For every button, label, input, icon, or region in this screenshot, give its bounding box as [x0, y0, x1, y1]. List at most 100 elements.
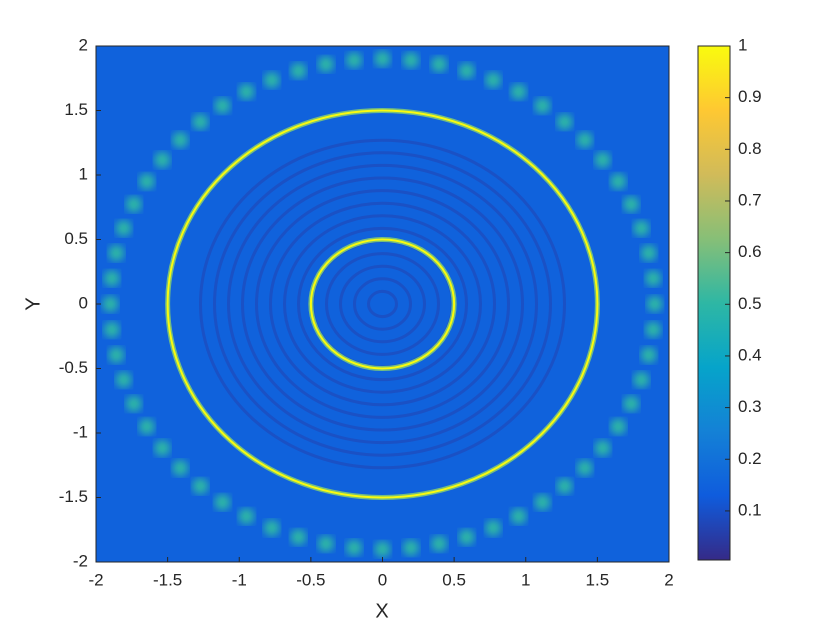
spot	[103, 321, 120, 338]
spot	[346, 52, 363, 69]
spot	[610, 418, 627, 435]
y-tick-label: 2	[79, 35, 88, 54]
heatmap-background	[96, 46, 669, 562]
spot	[645, 270, 662, 287]
spot	[534, 494, 551, 511]
ring	[309, 238, 456, 370]
x-tick-label: 2	[664, 570, 673, 589]
spot	[263, 519, 280, 536]
spot	[633, 371, 650, 388]
colorbar	[697, 45, 731, 561]
spot	[485, 519, 502, 536]
spot	[431, 535, 448, 552]
ring	[166, 109, 599, 499]
ripple	[283, 214, 482, 394]
y-tick-label: 0.5	[64, 229, 88, 248]
x-tick-label: -1.5	[153, 570, 182, 589]
colorbar-tick-label: 1	[738, 35, 747, 54]
spot	[610, 173, 627, 190]
spot	[374, 541, 391, 558]
spot	[238, 508, 255, 525]
spot	[125, 196, 142, 213]
spot	[214, 97, 231, 114]
y-tick-label: 1.5	[64, 100, 88, 119]
x-axis-label: X	[375, 600, 388, 622]
spot	[172, 131, 189, 148]
spot	[214, 494, 231, 511]
ripple	[367, 289, 398, 319]
x-tick-label: -0.5	[296, 570, 325, 589]
spot	[290, 62, 307, 79]
spot	[290, 529, 307, 546]
ripple	[269, 201, 496, 407]
spot	[154, 151, 171, 168]
spot	[510, 83, 527, 100]
spot	[172, 460, 189, 477]
spot	[115, 220, 132, 237]
spot	[458, 529, 475, 546]
spot	[576, 460, 593, 477]
colorbar-tick-label: 0.2	[738, 449, 762, 468]
spot	[192, 478, 209, 495]
colorbar-tick-label: 0.8	[738, 139, 762, 158]
x-tick-label: 0.5	[442, 570, 466, 589]
spot	[556, 478, 573, 495]
y-tick-label: -0.5	[59, 358, 88, 377]
spot	[125, 395, 142, 412]
y-tick-label: 0	[79, 293, 88, 312]
spot	[458, 62, 475, 79]
spot	[431, 56, 448, 73]
spot	[108, 346, 125, 363]
spot	[138, 173, 155, 190]
ripple	[353, 277, 412, 331]
ripple	[339, 264, 426, 344]
spot	[192, 113, 209, 130]
y-axis-label: Y	[22, 297, 44, 310]
spot	[402, 52, 419, 69]
spot	[238, 83, 255, 100]
spot	[374, 50, 391, 67]
spot	[346, 539, 363, 556]
colorbar-tick-label: 0.6	[738, 242, 762, 261]
spot	[317, 56, 334, 73]
ripple	[325, 252, 440, 356]
ripple	[255, 189, 510, 419]
spot	[534, 97, 551, 114]
spot	[510, 508, 527, 525]
spot	[594, 440, 611, 457]
spot	[154, 440, 171, 457]
colorbar-tick-label: 0.1	[738, 500, 762, 519]
spot	[640, 346, 657, 363]
spot	[103, 270, 120, 287]
spot	[102, 296, 119, 312]
x-tick-label: -1	[232, 570, 247, 589]
spot	[263, 72, 280, 89]
ripple	[227, 163, 538, 445]
spot	[594, 151, 611, 168]
spot	[402, 539, 419, 556]
ripple	[213, 151, 552, 457]
x-tick-label: 1.5	[586, 570, 610, 589]
spot	[108, 245, 125, 262]
y-tick-label: -1.5	[59, 487, 88, 506]
spot	[646, 296, 663, 312]
colorbar-tick-label: 0.3	[738, 397, 762, 416]
colorbar-tick-label: 0.7	[738, 190, 762, 209]
colorbar-tick-label: 0.4	[738, 345, 762, 364]
spot	[485, 72, 502, 89]
ripple	[297, 226, 468, 382]
spot	[623, 196, 640, 213]
spot	[645, 321, 662, 338]
spot	[556, 113, 573, 130]
colorbar-tick-label: 0.9	[738, 87, 762, 106]
y-tick-label: -2	[73, 551, 88, 570]
ripple	[241, 176, 524, 432]
y-tick-label: -1	[73, 422, 88, 441]
y-tick-label: 1	[79, 164, 88, 183]
spot	[633, 220, 650, 237]
spot	[640, 245, 657, 262]
colorbar-tick-label: 0.5	[738, 294, 762, 313]
x-tick-label: 0	[378, 570, 387, 589]
spot	[623, 395, 640, 412]
